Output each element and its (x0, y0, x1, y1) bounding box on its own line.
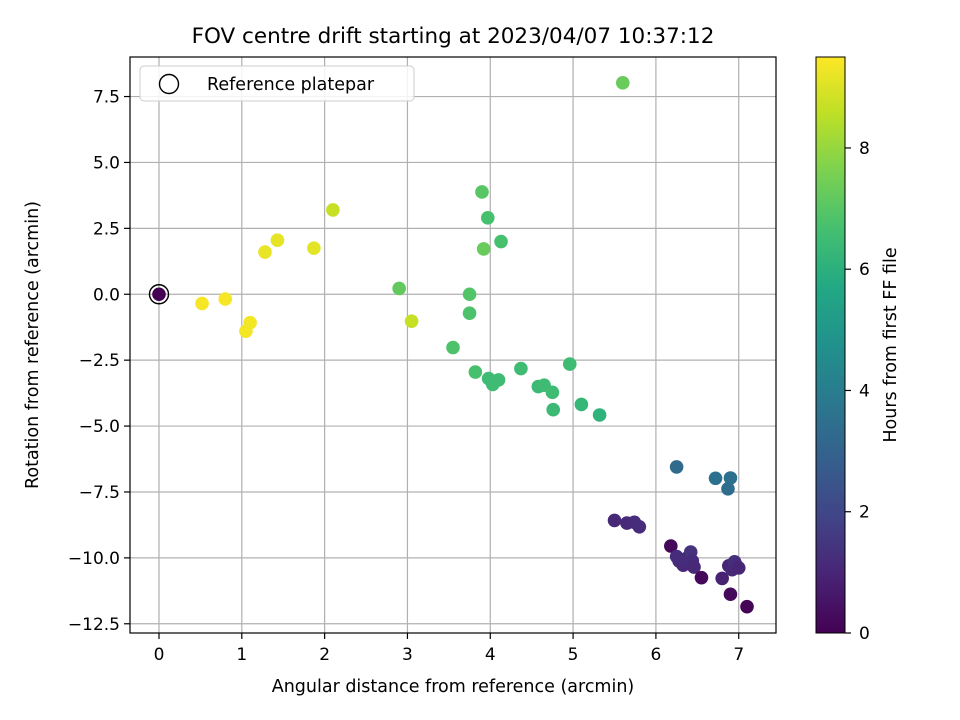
data-point (664, 539, 678, 553)
data-point (615, 76, 630, 90)
x-tick-label: 4 (485, 645, 496, 665)
colorbar-ticks: 0 2 4 6 8 (845, 139, 870, 644)
data-point (723, 471, 738, 485)
data-point (404, 314, 419, 328)
x-tick-label: 6 (650, 645, 661, 665)
x-axis-label: Angular distance from reference (arcmin) (272, 677, 635, 697)
data-point (462, 287, 477, 302)
data-point (607, 513, 622, 528)
x-tick-label: 7 (733, 645, 744, 665)
y-tick-label: 0.0 (93, 285, 120, 305)
colorbar: 0 2 4 6 8 Hours from first FF file (815, 56, 901, 644)
data-point (723, 587, 738, 602)
data-point (152, 287, 166, 302)
data-point (239, 324, 253, 338)
y-tick-label: −7.5 (79, 483, 120, 503)
data-point (468, 365, 483, 379)
data-point (740, 599, 754, 614)
x-tick-label: 3 (402, 645, 413, 665)
data-point (546, 402, 561, 417)
x-tick-label: 1 (236, 645, 247, 665)
data-point (326, 203, 340, 217)
data-point (562, 357, 577, 371)
data-point (687, 560, 701, 574)
data-point (480, 211, 495, 225)
colorbar-gradient (815, 56, 846, 634)
y-tick-label: −2.5 (79, 351, 120, 371)
plot-frame (129, 56, 777, 634)
reference-marker (148, 284, 170, 305)
data-point (708, 471, 723, 486)
data-point (218, 292, 233, 306)
data-point (270, 233, 285, 248)
data-point (494, 234, 508, 249)
y-axis-ticks: −12.5 −10.0 −7.5 −5.0 −2.5 0.0 2.5 5.0 7.5 (68, 88, 130, 635)
x-tick-label: 2 (319, 645, 330, 665)
legend: Reference platepar (139, 65, 415, 102)
data-point (592, 408, 607, 422)
y-tick-label: −12.5 (68, 615, 120, 635)
data-point (669, 460, 684, 474)
data-point (307, 241, 321, 255)
colorbar-tick-label: 4 (859, 381, 870, 401)
data-point (462, 306, 477, 321)
colorbar-tick-label: 0 (859, 624, 870, 644)
data-point (491, 373, 506, 387)
data-point (514, 361, 528, 376)
x-tick-label: 0 (154, 645, 165, 665)
legend-box (139, 65, 415, 102)
colorbar-tick-label: 6 (859, 260, 870, 280)
x-tick-label: 5 (568, 645, 579, 665)
data-point (694, 570, 709, 585)
grid-lines (130, 57, 776, 633)
legend-marker-icon (158, 73, 180, 95)
data-point (446, 340, 460, 355)
y-tick-label: 7.5 (93, 88, 120, 108)
y-axis-label: Rotation from reference (arcmin) (23, 201, 43, 489)
x-axis-ticks: 0 1 2 3 4 5 6 7 (154, 633, 744, 665)
data-points (148, 76, 754, 614)
data-point (632, 519, 647, 534)
y-tick-label: 2.5 (93, 219, 120, 239)
data-point (392, 281, 406, 296)
data-point (715, 571, 729, 586)
colorbar-tick-label: 2 (859, 503, 870, 523)
data-point (475, 185, 489, 199)
y-tick-label: −5.0 (79, 417, 120, 437)
data-point (574, 397, 589, 412)
chart-title: FOV centre drift starting at 2023/04/07 … (192, 24, 715, 49)
data-point (195, 296, 209, 311)
data-point (545, 385, 560, 400)
data-point (476, 242, 491, 256)
data-point (721, 482, 735, 496)
y-tick-label: −10.0 (68, 549, 120, 569)
legend-entry: Reference platepar (207, 75, 375, 95)
data-point (731, 561, 746, 575)
colorbar-label: Hours from first FF file (881, 247, 901, 442)
data-point (258, 245, 272, 259)
colorbar-tick-label: 8 (859, 139, 870, 159)
y-tick-label: 5.0 (93, 153, 120, 173)
